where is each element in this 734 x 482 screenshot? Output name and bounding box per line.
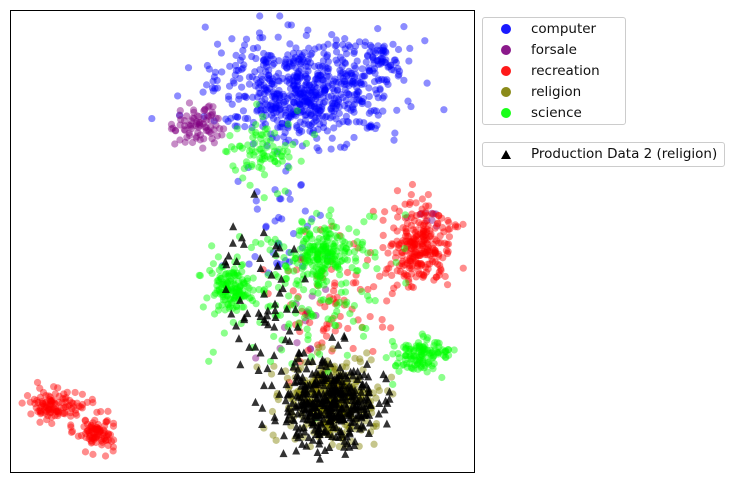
- legend-item-production-data: Production Data 2 (religion): [483, 144, 724, 165]
- legend-label: recreation: [531, 62, 600, 79]
- data-points: [18, 12, 467, 463]
- axes-frame: [10, 10, 475, 473]
- triangle-marker-icon: [501, 149, 511, 159]
- legend-label: Production Data 2 (religion): [531, 146, 718, 163]
- legend-item-religion: religion: [483, 81, 625, 102]
- circle-marker-icon: [501, 24, 511, 35]
- legend-label: computer: [531, 21, 597, 38]
- legend-item-computer: computer: [483, 19, 625, 40]
- legend-label: science: [531, 104, 582, 121]
- circle-marker-icon: [501, 45, 511, 56]
- production-legend: Production Data 2 (religion): [482, 142, 725, 167]
- circle-marker-icon: [501, 86, 511, 97]
- legend-item-forsale: forsale: [483, 40, 625, 61]
- legend-label: religion: [531, 83, 582, 100]
- legend-item-recreation: recreation: [483, 61, 625, 82]
- circle-marker-icon: [501, 65, 511, 76]
- category-legend: computer forsale recreation religion sci…: [482, 17, 626, 125]
- legend-item-science: science: [483, 102, 625, 123]
- legend-label: forsale: [531, 42, 577, 59]
- circle-marker-icon: [501, 107, 511, 118]
